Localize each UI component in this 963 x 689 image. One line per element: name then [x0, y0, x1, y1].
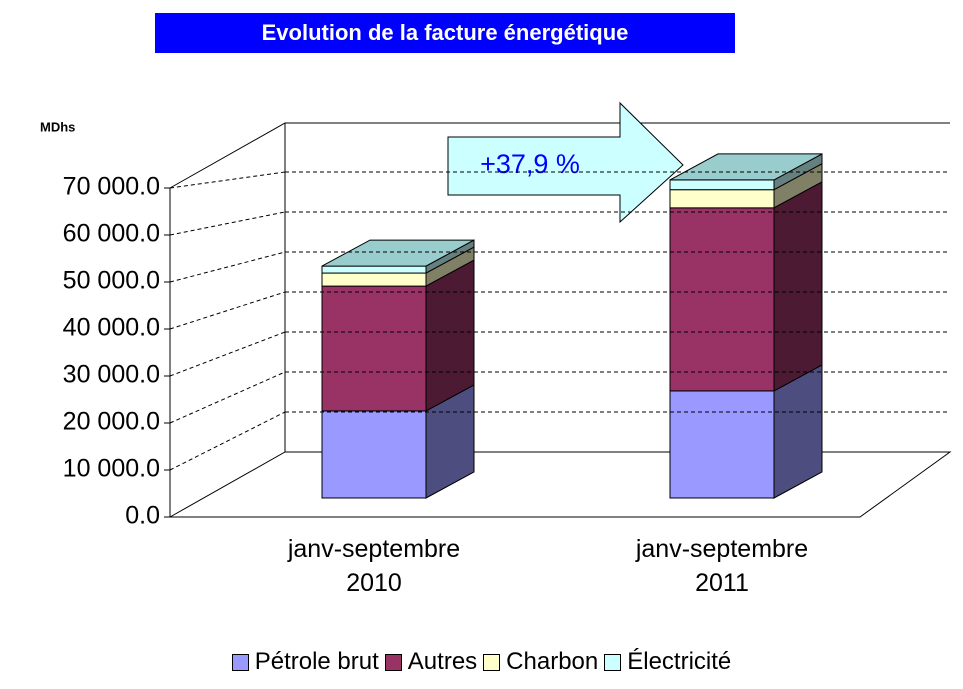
- y-tick-label: 70 000.0: [63, 173, 160, 201]
- grid-line: [169, 291, 286, 330]
- legend-item: Pétrole brut: [231, 648, 379, 676]
- y-tick-label: 30 000.0: [63, 361, 160, 389]
- grid-line: [169, 411, 286, 471]
- y-axis-label: MDhs: [40, 119, 75, 134]
- annotation: +37,9 %: [480, 149, 580, 179]
- floor: [168, 451, 952, 518]
- grid-line: [169, 371, 286, 424]
- legend-swatch: [483, 654, 501, 672]
- y-tick-label: 60 000.0: [63, 220, 160, 248]
- grid-line: [169, 171, 286, 189]
- y-tick-label: 20 000.0: [63, 408, 160, 436]
- bar: [669, 207, 775, 392]
- y-tick-label: 50 000.0: [63, 267, 160, 295]
- legend-swatch: [604, 654, 622, 672]
- y-tick-label: 40 000.0: [63, 314, 160, 342]
- legend-item: Autres: [384, 648, 478, 676]
- legend-item: Électricité: [604, 648, 731, 676]
- legend-swatch: [231, 654, 249, 672]
- bar: [669, 179, 775, 191]
- chart-title: Evolution de la facture énergétique: [155, 13, 735, 53]
- bar: [669, 189, 775, 209]
- legend-label: Électricité: [627, 648, 732, 675]
- bar: [321, 410, 427, 499]
- legend-label: Pétrole brut: [254, 648, 379, 675]
- legend-label: Autres: [407, 648, 478, 675]
- legend: Pétrole brut Autres Charbon Électricité: [0, 648, 963, 676]
- annotation-arrow: [447, 101, 684, 224]
- bar: [321, 265, 427, 274]
- x-tick-label: janv-septembre 2010: [287, 535, 461, 597]
- legend-label: Charbon: [506, 648, 599, 675]
- y-tick-label: 0.0: [125, 502, 160, 530]
- grid-line: [169, 211, 286, 236]
- grid-line: [169, 251, 286, 283]
- legend-item: Charbon: [483, 648, 598, 676]
- legend-swatch: [384, 654, 402, 672]
- bar-top: [321, 239, 475, 267]
- y-tick-label: 10 000.0: [63, 455, 160, 483]
- bar-top: [669, 153, 823, 181]
- bar: [669, 390, 775, 499]
- bar-side: [773, 181, 823, 392]
- bar: [321, 285, 427, 412]
- x-tick-label: janv-septembre 2011: [635, 535, 809, 597]
- bar: [321, 272, 427, 287]
- grid-line: [169, 331, 286, 377]
